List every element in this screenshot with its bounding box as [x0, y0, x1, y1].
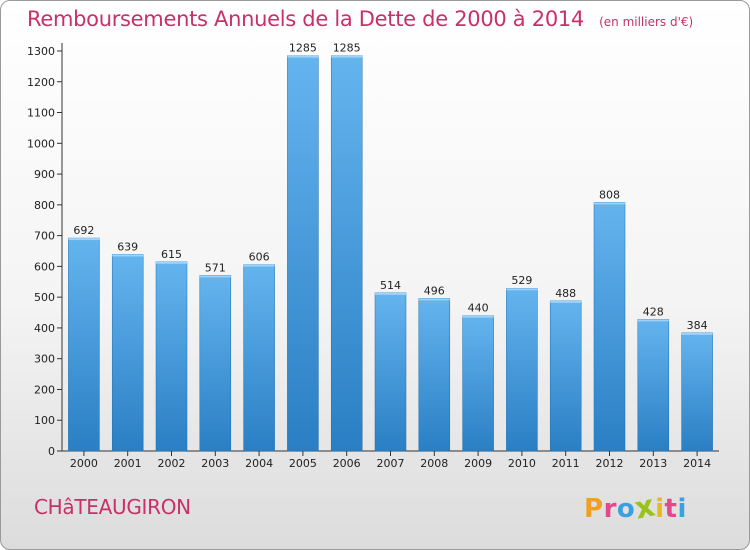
bar	[155, 261, 188, 452]
bar-highlight	[199, 275, 231, 278]
x-tick-label: 2005	[289, 457, 317, 470]
brand-letter: r	[603, 494, 617, 524]
x-tick-label: 2000	[70, 457, 98, 470]
y-tick-label: 0	[48, 445, 55, 458]
x-tick-label: 2013	[639, 457, 667, 470]
data-label: 571	[205, 261, 226, 274]
y-tick-label: 700	[34, 230, 55, 243]
bar-highlight	[462, 315, 494, 318]
bar	[462, 315, 494, 452]
y-tick-label: 600	[34, 260, 55, 273]
data-label: 488	[555, 287, 576, 300]
brand-letter: t	[664, 494, 678, 524]
bar	[199, 275, 232, 452]
x-tick-label: 2003	[201, 457, 229, 470]
data-label: 428	[643, 305, 664, 318]
bar-highlight	[68, 238, 100, 241]
data-label: 440	[468, 302, 489, 315]
bars	[68, 55, 713, 452]
brand-letter: i	[655, 494, 665, 524]
brand-letter: P	[584, 494, 604, 524]
bar-highlight	[112, 254, 144, 257]
town-name: CHâTEAUGIRON	[34, 495, 191, 519]
bar	[330, 55, 363, 452]
bar-highlight	[506, 288, 538, 291]
y-tick-label: 400	[34, 322, 55, 335]
bar	[374, 292, 407, 452]
data-label: 1285	[289, 42, 317, 55]
bar	[549, 300, 582, 452]
x-tick-label: 2010	[508, 457, 536, 470]
x-tick-label: 2004	[245, 457, 273, 470]
bar	[506, 287, 538, 452]
data-label: 606	[249, 251, 270, 264]
x-tick-label: 2007	[377, 457, 405, 470]
x-tick-label: 2012	[596, 457, 624, 470]
x-tick-label: 2011	[552, 457, 580, 470]
y-tick-label: 1100	[27, 107, 55, 120]
bar-highlight	[243, 264, 275, 267]
bar-highlight	[331, 55, 363, 58]
bar	[111, 254, 144, 452]
bar-highlight	[681, 332, 713, 335]
bar	[287, 55, 319, 452]
y-tick-label: 500	[34, 291, 55, 304]
bar	[593, 202, 626, 452]
y-tick-label: 800	[34, 199, 55, 212]
y-tick-label: 1200	[27, 76, 55, 89]
x-tick-label: 2006	[333, 457, 361, 470]
data-label: 692	[73, 224, 94, 237]
y-tick-label: 1000	[27, 137, 55, 150]
x-tick-label: 2008	[420, 457, 448, 470]
x-axis: 2000 2001 2002 2003 2004 2005 2006 2007 2008 2009…	[62, 450, 719, 470]
data-label: 384	[687, 319, 708, 332]
data-labels: 692 639 615 571 606 1285 1285 514 496 440 529 488 80…	[73, 42, 707, 332]
bar-highlight	[287, 55, 319, 58]
bar-highlight	[637, 319, 669, 322]
y-tick-label: 900	[34, 168, 55, 181]
title-row: Remboursements Annuels de la Dette de 20…	[27, 7, 693, 31]
x-tick-label: 2009	[464, 457, 492, 470]
data-label: 496	[424, 284, 445, 297]
x-tick-label: 2014	[683, 457, 711, 470]
chart-subtitle: (en milliers d'€)	[599, 15, 694, 29]
bar	[681, 332, 713, 452]
y-tick-label: 300	[34, 353, 55, 366]
data-label: 639	[117, 240, 138, 253]
y-tick-label: 1300	[27, 45, 55, 58]
data-label: 1285	[333, 42, 361, 55]
y-tick-label: 200	[34, 383, 55, 396]
bar	[68, 237, 100, 452]
chart-title: Remboursements Annuels de la Dette de 20…	[27, 7, 584, 31]
y-tick-label: 100	[34, 414, 55, 427]
x-tick-label: 2002	[158, 457, 186, 470]
y-axis: 0 100 200 300 400 500 600 700 800 900 1000 1100 1200…	[27, 43, 63, 458]
bar-highlight	[156, 261, 187, 264]
data-label: 808	[599, 188, 620, 201]
data-label: 615	[161, 248, 182, 261]
brand-letter: i	[677, 494, 687, 524]
x-tick-label: 2001	[114, 457, 142, 470]
data-label: 529	[511, 274, 532, 287]
data-label: 514	[380, 279, 401, 292]
bar-highlight	[550, 300, 582, 303]
bar	[243, 264, 275, 452]
bar	[418, 298, 451, 452]
brand-logo: Proxiti	[584, 488, 687, 526]
bar-highlight	[375, 292, 406, 295]
brand-letter: o	[616, 494, 636, 524]
bar-highlight	[418, 298, 450, 301]
bar-highlight	[594, 202, 625, 205]
bar	[637, 319, 670, 452]
